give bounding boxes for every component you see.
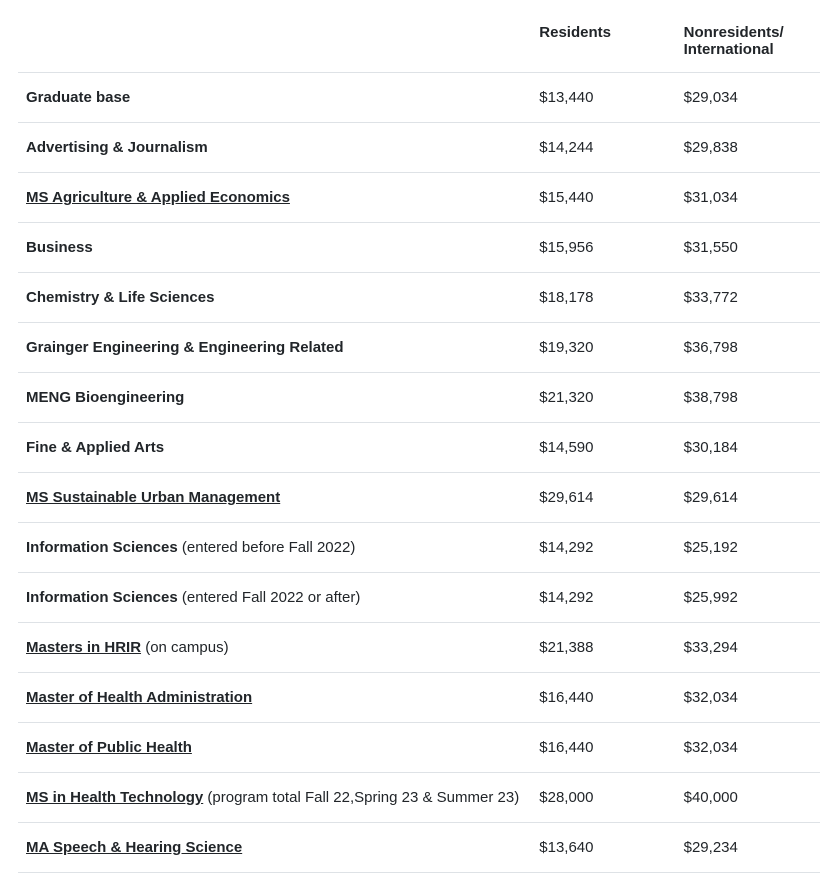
residents-amount: $15,956 [531, 223, 675, 273]
table-row: Advertising & Journalism $14,244$29,838 [18, 123, 820, 173]
nonresidents-amount: $29,234 [676, 823, 820, 873]
program-note: (entered before Fall 2022) [178, 539, 356, 556]
nonresidents-amount: $29,838 [676, 123, 820, 173]
program-name: Fine & Applied Arts [26, 439, 164, 456]
residents-amount: $16,440 [531, 723, 675, 773]
program-name: Advertising & Journalism [26, 139, 208, 156]
table-header-row: Residents Nonresidents/ International [18, 14, 820, 73]
program-link[interactable]: Master of Health Administration [26, 689, 252, 706]
residents-amount: $13,440 [531, 73, 675, 123]
program-note: (on campus) [141, 639, 229, 656]
program-note: (entered Fall 2022 or after) [178, 589, 361, 606]
nonresidents-amount: $33,294 [676, 623, 820, 673]
program-name: Information Sciences [26, 589, 178, 606]
program-link[interactable]: MA Speech & Hearing Science [26, 839, 242, 856]
table-row: MS Sustainable Urban Management $29,614$2… [18, 473, 820, 523]
table-row: MA Speech & Hearing Science $13,640$29,23… [18, 823, 820, 873]
residents-amount: $29,614 [531, 473, 675, 523]
nonresidents-amount: $38,798 [676, 373, 820, 423]
residents-amount: $18,178 [531, 273, 675, 323]
residents-amount: $19,320 [531, 323, 675, 373]
program-name: Graduate base [26, 89, 130, 106]
header-program [18, 14, 531, 73]
table-row: Master of Health Administration $16,440$3… [18, 673, 820, 723]
nonresidents-amount: $36,798 [676, 323, 820, 373]
program-cell: Grainger Engineering & Engineering Relat… [18, 323, 531, 373]
table-row: MS Agriculture & Applied Economics $15,44… [18, 173, 820, 223]
nonresidents-amount: $29,614 [676, 473, 820, 523]
residents-amount: $21,320 [531, 373, 675, 423]
nonresidents-amount: $32,034 [676, 673, 820, 723]
nonresidents-amount: $32,034 [676, 723, 820, 773]
program-cell: MA Speech & Hearing Science [18, 823, 531, 873]
residents-amount: $28,000 [531, 773, 675, 823]
tuition-table: Residents Nonresidents/ International Gr… [18, 14, 820, 873]
program-cell: Business [18, 223, 531, 273]
program-name: Grainger Engineering & Engineering Relat… [26, 339, 344, 356]
program-link[interactable]: Master of Public Health [26, 739, 192, 756]
residents-amount: $14,244 [531, 123, 675, 173]
table-row: Fine & Applied Arts $14,590$30,184 [18, 423, 820, 473]
table-row: Graduate base $13,440$29,034 [18, 73, 820, 123]
nonresidents-amount: $31,550 [676, 223, 820, 273]
header-residents: Residents [531, 14, 675, 73]
program-cell: Fine & Applied Arts [18, 423, 531, 473]
table-row: Masters in HRIR (on campus)$21,388$33,29… [18, 623, 820, 673]
program-cell: MENG Bioengineering [18, 373, 531, 423]
nonresidents-amount: $40,000 [676, 773, 820, 823]
table-row: Information Sciences (entered before Fal… [18, 523, 820, 573]
residents-amount: $13,640 [531, 823, 675, 873]
program-cell: MS in Health Technology (program total F… [18, 773, 531, 823]
residents-amount: $15,440 [531, 173, 675, 223]
nonresidents-amount: $29,034 [676, 73, 820, 123]
tuition-table-body: Graduate base$13,440$29,034Advertising &… [18, 73, 820, 873]
program-link[interactable]: Masters in HRIR [26, 639, 141, 656]
nonresidents-amount: $25,192 [676, 523, 820, 573]
table-row: Information Sciences (entered Fall 2022 … [18, 573, 820, 623]
program-name: Chemistry & Life Sciences [26, 289, 214, 306]
program-name: Business [26, 239, 93, 256]
program-link[interactable]: MS in Health Technology [26, 789, 203, 806]
program-cell: Information Sciences (entered Fall 2022 … [18, 573, 531, 623]
nonresidents-amount: $33,772 [676, 273, 820, 323]
program-cell: MS Sustainable Urban Management [18, 473, 531, 523]
program-name: MENG Bioengineering [26, 389, 184, 406]
table-row: Grainger Engineering & Engineering Relat… [18, 323, 820, 373]
table-row: MENG Bioengineering $21,320$38,798 [18, 373, 820, 423]
program-link[interactable]: MS Sustainable Urban Management [26, 489, 280, 506]
table-row: Business $15,956$31,550 [18, 223, 820, 273]
table-row: MS in Health Technology (program total F… [18, 773, 820, 823]
program-cell: Master of Public Health [18, 723, 531, 773]
program-cell: MS Agriculture & Applied Economics [18, 173, 531, 223]
header-nonresidents: Nonresidents/ International [676, 14, 820, 73]
program-link[interactable]: MS Agriculture & Applied Economics [26, 189, 290, 206]
program-cell: Masters in HRIR (on campus) [18, 623, 531, 673]
program-cell: Information Sciences (entered before Fal… [18, 523, 531, 573]
program-name: Information Sciences [26, 539, 178, 556]
table-row: Chemistry & Life Sciences $18,178$33,772 [18, 273, 820, 323]
program-cell: Advertising & Journalism [18, 123, 531, 173]
residents-amount: $14,292 [531, 573, 675, 623]
program-note: (program total Fall 22,Spring 23 & Summe… [203, 789, 519, 806]
residents-amount: $16,440 [531, 673, 675, 723]
residents-amount: $21,388 [531, 623, 675, 673]
table-row: Master of Public Health $16,440$32,034 [18, 723, 820, 773]
residents-amount: $14,292 [531, 523, 675, 573]
nonresidents-amount: $30,184 [676, 423, 820, 473]
program-cell: Graduate base [18, 73, 531, 123]
program-cell: Master of Health Administration [18, 673, 531, 723]
residents-amount: $14,590 [531, 423, 675, 473]
nonresidents-amount: $31,034 [676, 173, 820, 223]
nonresidents-amount: $25,992 [676, 573, 820, 623]
program-cell: Chemistry & Life Sciences [18, 273, 531, 323]
